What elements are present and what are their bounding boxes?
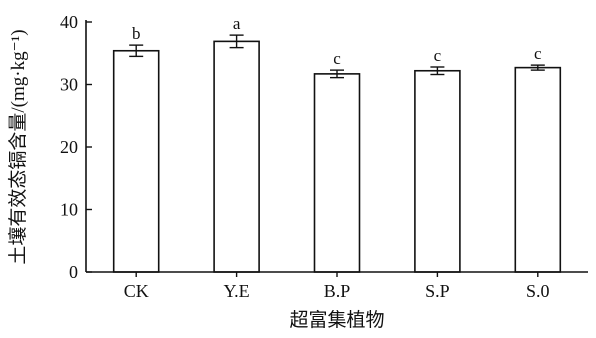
x-axis-title: 超富集植物 bbox=[289, 309, 384, 331]
bar-bp bbox=[313, 73, 361, 273]
y-tick-label: 20 bbox=[60, 137, 78, 157]
significance-label: c bbox=[534, 44, 542, 63]
x-tick-label: S.0 bbox=[526, 281, 550, 301]
significance-label: c bbox=[434, 46, 442, 65]
bar-s0 bbox=[514, 66, 562, 273]
x-tick-label: CK bbox=[124, 281, 149, 301]
bar-ck bbox=[112, 49, 160, 273]
x-tick-label: S.P bbox=[425, 281, 450, 301]
significance-label: a bbox=[233, 14, 241, 33]
bar-ye bbox=[213, 40, 260, 273]
y-axis-title: 土壤有效态镉含量/(mg·kg⁻¹) bbox=[7, 29, 29, 264]
x-ticks: CK Y.E B.P S.P S.0 bbox=[124, 272, 550, 301]
significance-label: c bbox=[333, 49, 341, 68]
y-ticks: 0 10 20 30 40 bbox=[60, 12, 92, 282]
x-tick-label: Y.E bbox=[224, 281, 250, 301]
y-tick-label: 0 bbox=[69, 262, 78, 282]
y-tick-label: 30 bbox=[60, 75, 78, 95]
plot-area: b a c c c bbox=[112, 14, 562, 273]
y-tick-label: 40 bbox=[60, 12, 78, 32]
y-tick-label: 10 bbox=[60, 200, 78, 220]
x-tick-label: B.P bbox=[324, 281, 351, 301]
significance-label: b bbox=[132, 24, 141, 43]
bar-sp bbox=[414, 69, 461, 273]
